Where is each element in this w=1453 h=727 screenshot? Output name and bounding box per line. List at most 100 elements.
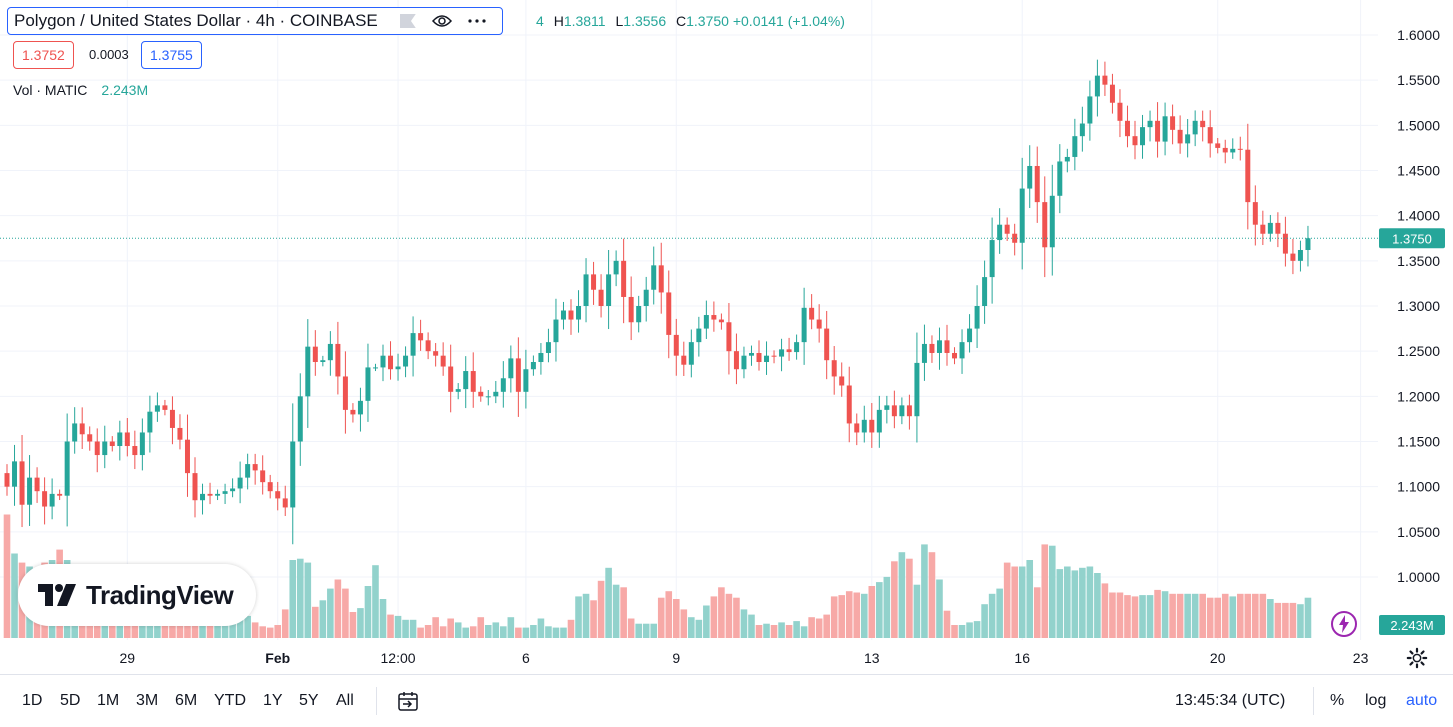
candle-body <box>794 342 800 353</box>
timeframe-5d[interactable]: 5D <box>60 692 81 709</box>
candle-body <box>132 446 138 456</box>
time-tick-label: 20 <box>1210 650 1226 666</box>
timeframe-6m[interactable]: 6M <box>175 692 198 709</box>
utc-clock[interactable]: 13:45:34 (UTC) <box>1175 692 1286 709</box>
volume-bar <box>800 626 808 638</box>
candle-body <box>576 306 582 320</box>
volume-bar <box>943 610 951 638</box>
volume-bar <box>891 561 898 638</box>
more-icon[interactable] <box>468 19 486 23</box>
candle-body <box>19 461 25 505</box>
volume-bar <box>1109 592 1116 638</box>
candle-body <box>952 352 958 359</box>
candle-body <box>982 277 988 306</box>
candle-body <box>1237 148 1243 150</box>
volume-bar <box>1236 593 1244 638</box>
volume-bar <box>394 615 402 638</box>
candle-body <box>177 427 183 440</box>
candle-body <box>64 441 70 496</box>
volume-bar <box>1229 596 1237 638</box>
candle-body <box>335 343 341 377</box>
flag-icon[interactable] <box>399 14 416 28</box>
candle-body <box>440 355 446 367</box>
candle-body <box>1267 222 1273 234</box>
candle-body <box>801 307 807 343</box>
symbol-header[interactable]: Polygon / United States Dollar · 4h · CO… <box>7 7 503 35</box>
spread-value: 0.0003 <box>89 47 129 62</box>
toolbar-divider <box>1313 687 1314 715</box>
volume-bar <box>748 614 755 638</box>
volume-bar <box>1244 593 1252 638</box>
volume-bar <box>417 627 424 638</box>
volume-bar <box>327 588 334 638</box>
timeframe-all[interactable]: All <box>336 692 354 709</box>
price-axis[interactable]: 1.6000 1.5500 1.5000 1.4500 1.4000 1.3500 1.30… <box>1397 27 1440 585</box>
volume-bar <box>1003 562 1011 638</box>
candle-body <box>508 358 514 379</box>
candle-body <box>49 493 55 507</box>
candle-body <box>4 473 10 487</box>
time-axis[interactable]: 29 Feb 12:00 6 9 13 16 20 23 <box>120 650 1369 666</box>
candle-body <box>1282 233 1288 254</box>
candle-body <box>478 391 484 397</box>
timeframe-5y[interactable]: 5Y <box>299 692 319 709</box>
volume-bar <box>312 606 319 638</box>
candle-body <box>591 274 597 290</box>
buy-button[interactable]: 1.3755 <box>141 41 202 69</box>
volume-bar <box>763 623 770 638</box>
sell-button[interactable]: 1.3752 <box>13 41 74 69</box>
volume-bar <box>1199 593 1206 638</box>
price-tick-label: 1.2000 <box>1397 388 1440 404</box>
candle-body <box>102 441 108 456</box>
timeframe-3m[interactable]: 3M <box>136 692 159 709</box>
svg-text:2.243M: 2.243M <box>1390 618 1433 633</box>
timeframe-1m[interactable]: 1M <box>97 692 120 709</box>
candle-body <box>1290 253 1296 261</box>
volume-bar <box>928 552 936 638</box>
lightning-icon[interactable] <box>1330 610 1358 638</box>
candle-body <box>816 319 822 329</box>
candle-body <box>192 473 198 501</box>
candle-body <box>230 488 236 492</box>
gear-icon[interactable] <box>1406 647 1428 669</box>
volume-bar <box>921 544 928 638</box>
volume-bar <box>229 614 236 638</box>
candle-body <box>418 333 424 341</box>
volume-bar <box>582 593 590 638</box>
volume-bar <box>703 605 710 638</box>
timeframe-1y[interactable]: 1Y <box>263 692 283 709</box>
candle-body <box>34 477 40 492</box>
eye-icon[interactable] <box>431 14 452 28</box>
time-tick-label: 16 <box>1014 650 1030 666</box>
volume-bar <box>958 625 966 638</box>
candle-body <box>906 405 912 417</box>
candle-body <box>260 470 266 483</box>
candle-body <box>530 362 536 370</box>
percent-toggle[interactable]: % <box>1330 692 1345 709</box>
candle-body <box>1305 238 1311 250</box>
volume-bar <box>830 596 838 638</box>
price-tick-label: 1.4500 <box>1397 163 1440 179</box>
volume-bar <box>845 591 853 638</box>
volume-bar <box>1048 545 1056 638</box>
volume-bar <box>530 625 537 638</box>
candle-body <box>1155 120 1161 142</box>
volume-bar <box>244 615 251 638</box>
candle-body <box>1087 96 1093 124</box>
volume-bar <box>936 579 943 638</box>
candle-body <box>79 423 85 435</box>
tradingview-logo[interactable]: TradingView <box>18 564 256 626</box>
log-toggle[interactable]: log <box>1365 692 1387 709</box>
volume-bar <box>1289 602 1297 638</box>
low-value: 1.3556 <box>623 13 667 29</box>
candle-body <box>583 274 589 306</box>
symbol-title[interactable]: Polygon / United States Dollar · 4h · CO… <box>14 11 378 30</box>
date-range-icon[interactable] <box>397 690 419 712</box>
time-tick-label: Feb <box>265 650 290 666</box>
candle-body <box>696 328 702 343</box>
auto-toggle[interactable]: auto <box>1406 692 1438 709</box>
volume-legend-label: Vol · MATIC <box>13 82 88 98</box>
timeframe-1d[interactable]: 1D <box>22 692 43 709</box>
timeframe-ytd[interactable]: YTD <box>214 692 246 709</box>
volume-bar <box>1184 593 1191 638</box>
